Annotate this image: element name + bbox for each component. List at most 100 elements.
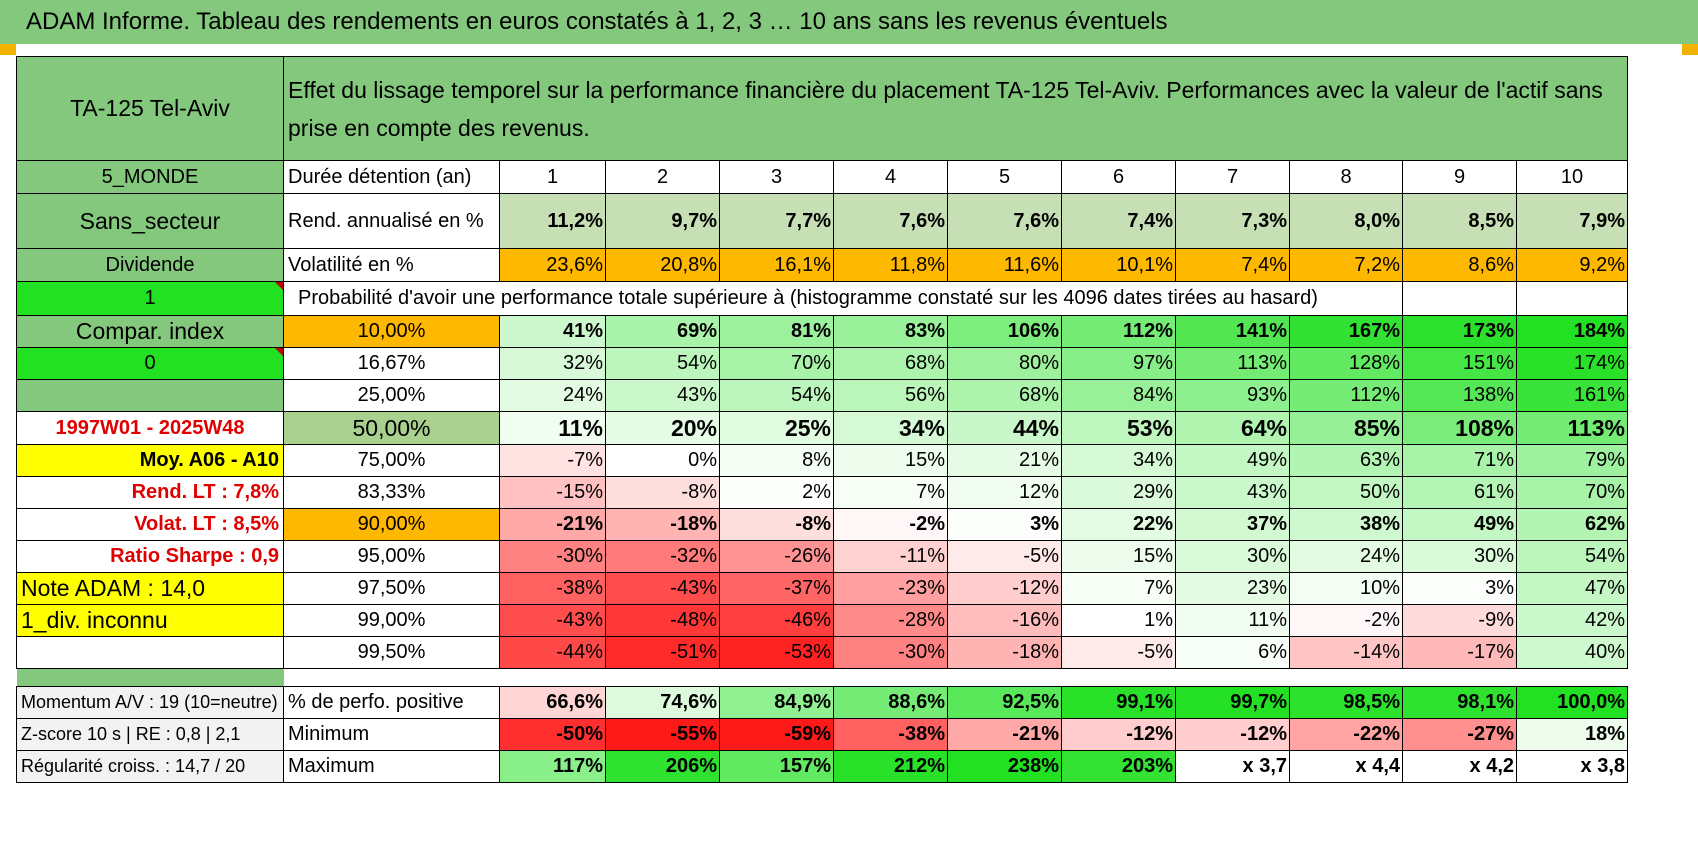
- summary-value: 98,1%: [1402, 686, 1517, 719]
- summary-value: -59%: [719, 718, 834, 751]
- quantile-value: -43%: [605, 572, 720, 605]
- side-info: Moy. A06 - A10: [16, 444, 284, 477]
- summary-value: 99,1%: [1061, 686, 1176, 719]
- vol-row: Dividende Volatilité en % 23,6% 20,8% 16,1% 1…: [16, 248, 1628, 282]
- quantile-value: 68%: [947, 379, 1062, 412]
- quantile-threshold: 99,50%: [283, 636, 500, 669]
- vol-value: 16,1%: [719, 248, 834, 282]
- quantile-threshold: 97,50%: [283, 572, 500, 605]
- vol-value: 20,8%: [605, 248, 720, 282]
- quantile-value: 15%: [833, 444, 948, 477]
- quantile-value: 108%: [1402, 411, 1517, 445]
- summary-value: -21%: [947, 718, 1062, 751]
- quantile-row: Note ADAM : 14,0 97,50% -38% -43% -37% -23% -1…: [16, 572, 1628, 605]
- quantile-threshold: 95,00%: [283, 540, 500, 573]
- summary-side: Z-score 10 s | RE : 0,8 | 2,1: [16, 718, 284, 751]
- summary-value: 84,9%: [719, 686, 834, 719]
- rend-value: 8,5%: [1402, 193, 1517, 249]
- side-info: Rend. LT : 7,8%: [16, 476, 284, 509]
- summary-value: -22%: [1289, 718, 1403, 751]
- side-info: [16, 379, 284, 412]
- quantile-row: 99,50% -44% -51% -53% -30% -18% -5% 6% -14% -17% 4…: [16, 636, 1628, 669]
- summary-value: -50%: [499, 718, 606, 751]
- years-row: 5_MONDE Durée détention (an) 1 2 3 4 5 6 7 8 9 10: [16, 160, 1628, 194]
- quantile-value: 32%: [499, 347, 606, 380]
- quantile-value: 34%: [833, 411, 948, 445]
- quantile-value: -17%: [1402, 636, 1517, 669]
- rend-label: Rend. annualisé en %: [283, 193, 500, 249]
- quantile-value: 141%: [1175, 315, 1290, 348]
- side-info: 1997W01 - 2025W48: [16, 411, 284, 445]
- summary-value: 99,7%: [1175, 686, 1290, 719]
- year-header: 8: [1289, 160, 1403, 194]
- summary-row: Momentum A/V : 19 (10=neutre)% de perfo.…: [16, 686, 1628, 719]
- quantile-value: 83%: [833, 315, 948, 348]
- quantile-value: -26%: [719, 540, 834, 573]
- quantile-value: 30%: [1175, 540, 1290, 573]
- year-header: 10: [1516, 160, 1628, 194]
- summary-value: 212%: [833, 750, 948, 783]
- quantile-value: -43%: [499, 604, 606, 637]
- quantile-value: -12%: [947, 572, 1062, 605]
- quantile-value: 41%: [499, 315, 606, 348]
- rend-value: 7,6%: [833, 193, 948, 249]
- quantile-value: 37%: [1175, 508, 1290, 541]
- quantile-value: 3%: [1402, 572, 1517, 605]
- quantile-value: 30%: [1402, 540, 1517, 573]
- summary-value: 206%: [605, 750, 720, 783]
- quantile-value: -30%: [833, 636, 948, 669]
- quantile-value: 23%: [1175, 572, 1290, 605]
- quantile-value: 47%: [1516, 572, 1628, 605]
- side-info: Volat. LT : 8,5%: [16, 508, 284, 541]
- summary-value: -38%: [833, 718, 948, 751]
- quantile-value: -11%: [833, 540, 948, 573]
- asset-name: TA-125 Tel-Aviv: [16, 56, 284, 161]
- quantile-value: 61%: [1402, 476, 1517, 509]
- header-row: TA-125 Tel-Aviv Effet du lissage temporel…: [16, 56, 1628, 161]
- quantile-threshold: 83,33%: [283, 476, 500, 509]
- quantile-value: 63%: [1289, 444, 1403, 477]
- year-header: 2: [605, 160, 720, 194]
- year-header: 4: [833, 160, 948, 194]
- rend-value: 7,7%: [719, 193, 834, 249]
- year-header: 9: [1402, 160, 1517, 194]
- quantile-value: -9%: [1402, 604, 1517, 637]
- summary-value: 238%: [947, 750, 1062, 783]
- quantile-value: 44%: [947, 411, 1062, 445]
- quantile-value: 12%: [947, 476, 1062, 509]
- quantile-value: -14%: [1289, 636, 1403, 669]
- rend-row: Sans_secteur Rend. annualisé en % 11,2% 9,7…: [16, 193, 1628, 249]
- quantile-value: 3%: [947, 508, 1062, 541]
- quantile-value: 69%: [605, 315, 720, 348]
- quantile-value: 161%: [1516, 379, 1628, 412]
- quantile-value: 49%: [1402, 508, 1517, 541]
- quantile-value: -23%: [833, 572, 948, 605]
- summary-value: 98,5%: [1289, 686, 1403, 719]
- vol-value: 11,8%: [833, 248, 948, 282]
- quantile-value: 42%: [1516, 604, 1628, 637]
- prob-title: Probabilité d'avoir une performance tota…: [283, 281, 1403, 316]
- quantile-value: -51%: [605, 636, 720, 669]
- quantile-value: 11%: [1175, 604, 1290, 637]
- side-info: 1_div. inconnu: [16, 604, 284, 637]
- quantile-threshold: 90,00%: [283, 508, 500, 541]
- quantile-value: 25%: [719, 411, 834, 445]
- vol-label: Volatilité en %: [283, 248, 500, 282]
- summary-value: 18%: [1516, 718, 1628, 751]
- empty-cell: [1516, 281, 1628, 316]
- quantile-value: 53%: [1061, 411, 1176, 445]
- quantile-value: -2%: [1289, 604, 1403, 637]
- side-sector: Sans_secteur: [16, 193, 284, 249]
- quantile-threshold: 50,00%: [283, 411, 500, 445]
- quantile-value: 113%: [1516, 411, 1628, 445]
- quantile-value: -53%: [719, 636, 834, 669]
- quantile-value: 80%: [947, 347, 1062, 380]
- side-info: Ratio Sharpe : 0,9: [16, 540, 284, 573]
- quantile-value: 2%: [719, 476, 834, 509]
- summary-value: 203%: [1061, 750, 1176, 783]
- quantile-threshold: 10,00%: [283, 315, 500, 348]
- corner-marker-left: [0, 44, 16, 55]
- summary-value: 88,6%: [833, 686, 948, 719]
- quantile-value: 43%: [605, 379, 720, 412]
- spacer-bar: [16, 668, 284, 687]
